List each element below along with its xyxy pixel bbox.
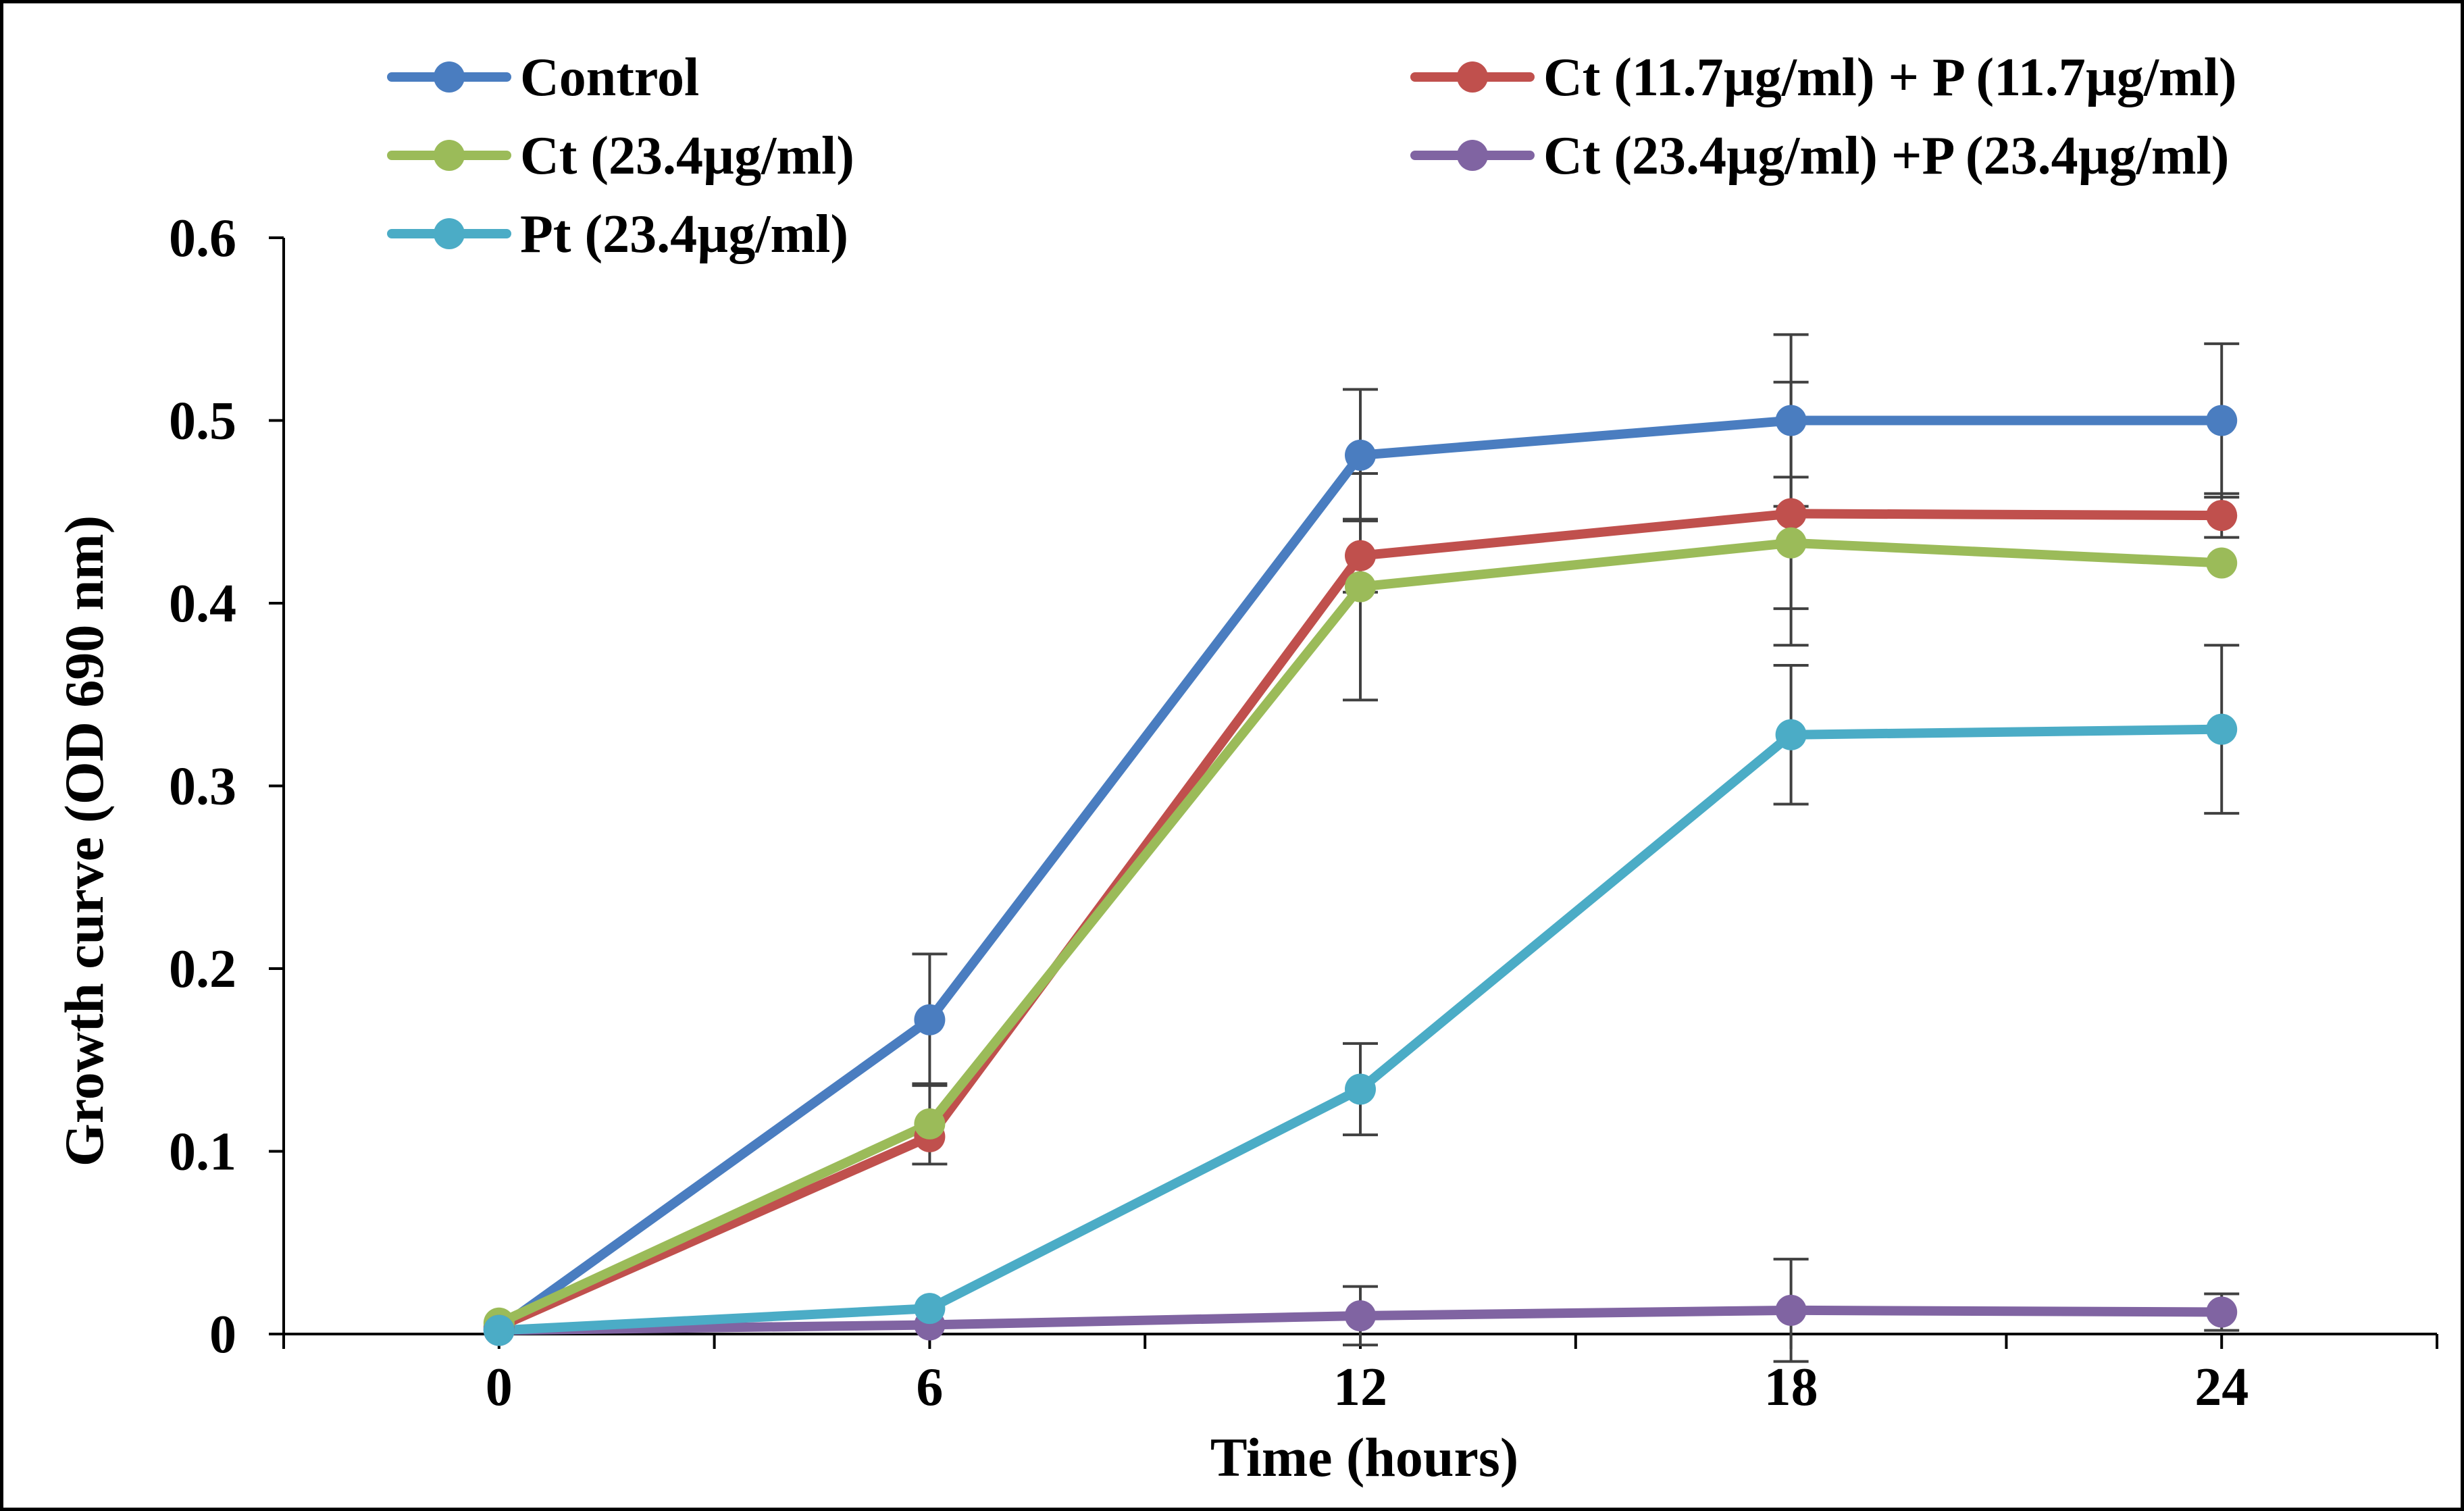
legend-swatch-marker (1457, 140, 1488, 171)
data-point (1775, 527, 1807, 559)
y-axis-title: Growth curve (OD 690 nm) (53, 515, 115, 1167)
data-point (2206, 405, 2238, 436)
tick-marks (269, 236, 2438, 1349)
data-point (2206, 713, 2238, 745)
y-tick-label: 0.1 (169, 1123, 236, 1182)
data-point (1345, 1073, 1376, 1105)
data-point (1345, 1300, 1376, 1331)
x-axis-title: Time (hours) (1210, 1427, 1518, 1488)
legend-swatch-marker (434, 61, 465, 93)
data-point (914, 1293, 946, 1325)
data-point (914, 1004, 946, 1035)
data-point (2206, 500, 2238, 532)
data-point (1775, 1294, 1807, 1326)
y-tick-label: 0.3 (169, 757, 236, 817)
data-point (1345, 540, 1376, 571)
y-tick-label: 0.4 (169, 574, 236, 634)
legend-label: Control (520, 48, 699, 107)
y-tick-label: 0.2 (169, 940, 236, 999)
data-point (1775, 405, 1807, 436)
y-tick-label: 0.5 (169, 392, 236, 451)
data-point (483, 1314, 515, 1346)
data-point (2206, 1296, 2238, 1328)
x-tick-label: 24 (2194, 1358, 2249, 1417)
x-tick-label: 12 (1333, 1358, 1387, 1417)
x-tick-label: 0 (486, 1358, 513, 1417)
legend-label: Ct (11.7µg/ml) + P (11.7µg/ml) (1543, 48, 2237, 107)
x-tick-label: 18 (1764, 1358, 1818, 1417)
data-point (1345, 439, 1376, 471)
data-point (1345, 571, 1376, 603)
error-bars (912, 333, 2240, 1363)
y-tick-labels: 0 0.1 0.2 0.3 0.4 0.5 0.6 (169, 209, 236, 1364)
legend-swatch-marker (434, 140, 465, 171)
data-point (2206, 547, 2238, 579)
legend-swatch-marker (434, 218, 465, 249)
legend-label: Pt (23.4µg/ml) (520, 205, 848, 264)
y-tick-label: 0 (209, 1305, 236, 1364)
legend: Control Ct (11.7µg/ml) + P (11.7µg/ml) Ct … (387, 48, 2237, 264)
data-point (1775, 498, 1807, 530)
legend-label: Ct (23.4µg/ml) (520, 126, 854, 186)
y-tick-label: 0.6 (169, 209, 236, 268)
legend-swatch-marker (1457, 61, 1488, 93)
x-tick-label: 6 (916, 1358, 943, 1417)
series-line-4 (494, 724, 2227, 1335)
series-points (483, 405, 2238, 1346)
x-tick-labels: 0 6 12 18 24 (486, 1358, 2249, 1417)
data-point (914, 1108, 946, 1139)
data-point (1775, 719, 1807, 750)
legend-label: Ct (23.4µg/ml) +P (23.4µg/ml) (1543, 126, 2229, 186)
